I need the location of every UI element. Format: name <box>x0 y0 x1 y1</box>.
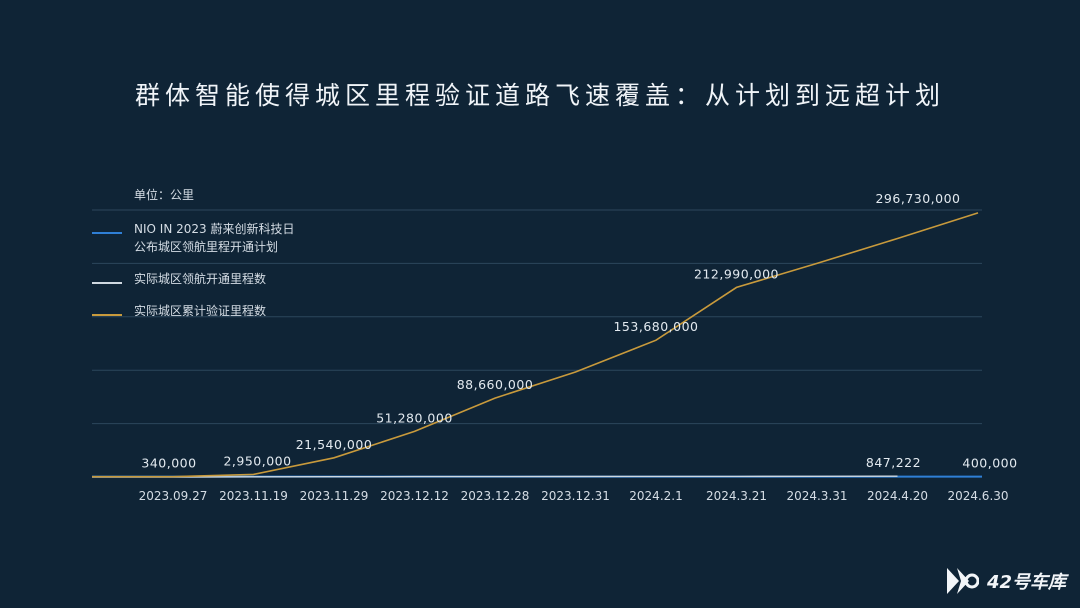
data-label: 400,000 <box>962 456 1017 471</box>
legend-item-plan: NIO IN 2023 蔚来创新科技日 公布城区领航里程开通计划 <box>92 220 294 256</box>
brand-logo: 42号车库 <box>945 566 1066 596</box>
x-tick-label: 2023.09.27 <box>139 489 208 503</box>
x-tick-label: 2024.3.21 <box>706 489 767 503</box>
series-line-actual-nop <box>92 475 898 478</box>
unit-label: 单位：公里 <box>134 188 195 202</box>
data-labels: 400,000 847,222 340,000 2,950,000 21,540,000… <box>141 191 1017 471</box>
x-tick-label: 2024.3.31 <box>786 489 847 503</box>
series-lines <box>91 212 982 478</box>
page-title: 群体智能使得城区里程验证道路飞速覆盖：从计划到远超计划 <box>134 81 945 110</box>
data-label: 296,730,000 <box>875 191 960 206</box>
legend-swatch-actual-nop <box>92 282 122 284</box>
x-tick-label: 2023.12.31 <box>541 489 610 503</box>
x-tick-label: 2024.4.20 <box>867 489 928 503</box>
legend-swatch-plan <box>92 232 122 234</box>
legend-swatch-cumulative <box>92 314 122 316</box>
data-label: 88,660,000 <box>457 377 534 392</box>
data-label: 340,000 <box>141 456 196 471</box>
series-line-cumulative <box>91 212 979 478</box>
data-label: 21,540,000 <box>296 437 373 452</box>
data-label: 153,680,000 <box>613 319 698 334</box>
data-label: 2,950,000 <box>223 453 291 468</box>
grid-lines <box>92 209 982 478</box>
data-label: 212,990,000 <box>694 266 779 281</box>
legend-label-plan: NIO IN 2023 蔚来创新科技日 公布城区领航里程开通计划 <box>134 222 295 254</box>
chart-legend: NIO IN 2023 蔚来创新科技日 公布城区领航里程开通计划 实际城区领航开… <box>92 220 294 334</box>
x-tick-label: 2023.11.19 <box>219 489 288 503</box>
x-tick-label: 2023.12.28 <box>461 489 530 503</box>
legend-item-actual-nop: 实际城区领航开通里程数 <box>92 270 294 288</box>
legend-item-cumulative: 实际城区累计验证里程数 <box>92 302 294 320</box>
data-label: 847,222 <box>866 455 921 470</box>
x-axis-ticks: 2023.09.27 2023.11.19 2023.11.29 2023.12.12… <box>139 489 1009 503</box>
logo-icon <box>946 568 979 594</box>
x-tick-label: 2024.2.1 <box>629 489 682 503</box>
x-tick-label: 2023.12.12 <box>380 489 449 503</box>
data-label: 51,280,000 <box>376 410 453 425</box>
logo-text: 42号车库 <box>986 572 1066 593</box>
legend-label-actual-nop: 实际城区领航开通里程数 <box>134 272 267 286</box>
x-tick-label: 2024.6.30 <box>947 489 1008 503</box>
x-tick-label: 2023.11.29 <box>300 489 369 503</box>
legend-label-cumulative: 实际城区累计验证里程数 <box>134 304 267 318</box>
